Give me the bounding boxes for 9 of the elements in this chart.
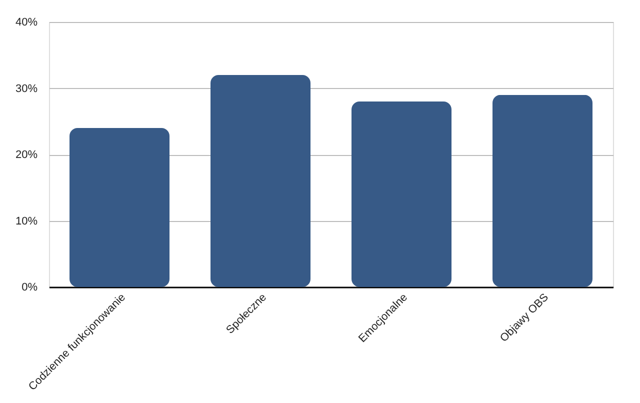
bar [70,128,170,287]
bar [492,94,592,287]
y-tick-label: 30% [15,82,38,95]
y-tick-label: 20% [15,149,38,161]
y-tick-label: 40% [15,16,38,28]
bar [210,75,310,287]
y-tick-label: 10% [15,215,38,228]
bar [352,102,452,287]
y-tick-label: 0% [22,282,38,294]
